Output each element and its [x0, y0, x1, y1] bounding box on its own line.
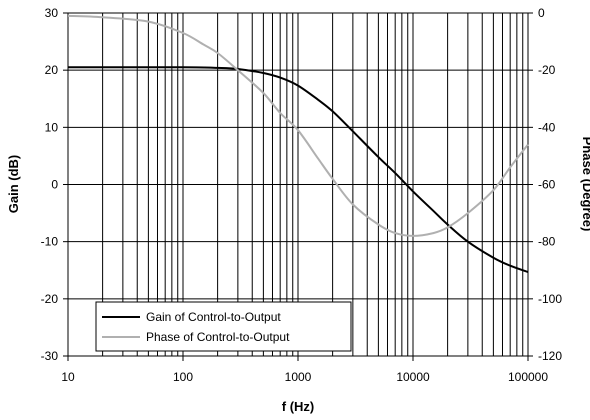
y2-axis-title: Phase (Degree): [580, 137, 590, 232]
x-tick-label: 100000: [508, 370, 548, 384]
legend-phase-label: Phase of Control-to-Output: [146, 330, 290, 344]
phase-series-line: [67, 14, 529, 237]
gain-series-line: [67, 66, 529, 273]
y2-tick-label: -20: [538, 63, 556, 77]
y-tick-label: -30: [41, 349, 59, 363]
legend: Gain of Control-to-Output Phase of Contr…: [95, 301, 352, 352]
series-layer: [67, 14, 529, 273]
y2-tick-label: -100: [538, 292, 562, 306]
y2-tick-label: -60: [538, 178, 556, 192]
y-tick-label: 0: [51, 178, 58, 192]
y2-tick-label: -120: [538, 349, 562, 363]
y-tick-label: 20: [45, 63, 59, 77]
legend-gain-label: Gain of Control-to-Output: [146, 310, 281, 324]
x-tick-label: 100: [173, 370, 193, 384]
y-tick-label: -10: [41, 235, 59, 249]
x-axis-title: f (Hz): [282, 399, 315, 414]
y2-tick-label: 0: [538, 6, 545, 20]
legend-box: [95, 301, 352, 352]
x-tick-label: 1000: [285, 370, 312, 384]
x-tick-label: 10000: [396, 370, 430, 384]
y-tick-label: 30: [45, 6, 59, 20]
ticks: 10 100 1000 10000 100000-30-20-100102030-120…: [41, 6, 563, 384]
y2-tick-label: -80: [538, 235, 556, 249]
y2-tick-label: -40: [538, 120, 556, 134]
x-tick-label: 10: [61, 370, 75, 384]
y-tick-label: -20: [41, 292, 59, 306]
y-axis-title: Gain (dB): [6, 155, 21, 214]
y-tick-label: 10: [45, 120, 59, 134]
